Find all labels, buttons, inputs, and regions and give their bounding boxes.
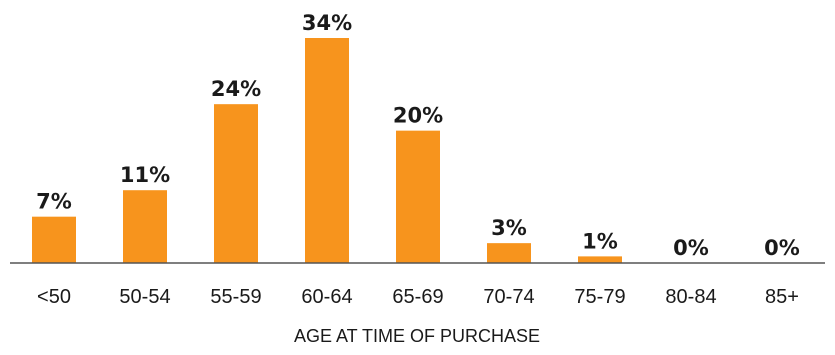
data-label-0: 7%	[36, 190, 72, 214]
x-tick-label-8: 85+	[765, 286, 799, 308]
bar-6	[578, 256, 622, 263]
x-tick-label-7: 80-84	[665, 286, 716, 308]
data-label-3: 34%	[302, 11, 352, 35]
data-label-7: 0%	[673, 236, 709, 260]
x-tick-label-3: 60-64	[301, 286, 352, 308]
bar-3	[305, 38, 349, 263]
bars-group: 7% 11% 24% 34% 20% 3% 1% 0% 0%	[32, 11, 800, 263]
bar-2	[214, 104, 258, 263]
data-label-4: 20%	[393, 104, 443, 128]
bar-4	[396, 130, 440, 263]
bar-5	[487, 243, 531, 263]
data-label-2: 24%	[211, 77, 261, 101]
data-label-1: 11%	[120, 163, 170, 187]
data-label-6: 1%	[582, 229, 618, 253]
x-tick-label-4: 65-69	[392, 286, 443, 308]
x-tick-label-1: 50-54	[119, 286, 170, 308]
x-tick-label-6: 75-79	[574, 286, 625, 308]
x-axis-title: AGE AT TIME OF PURCHASE	[294, 326, 540, 346]
data-label-8: 0%	[764, 236, 800, 260]
x-tick-labels: <50 50-54 55-59 60-64 65-69 70-74 75-79 80-84 85…	[37, 286, 799, 308]
bar-1	[123, 190, 167, 263]
data-label-5: 3%	[491, 216, 527, 240]
bar-0	[32, 216, 76, 263]
x-tick-label-2: 55-59	[210, 286, 261, 308]
x-tick-label-5: 70-74	[483, 286, 534, 308]
x-tick-label-0: <50	[37, 286, 71, 308]
